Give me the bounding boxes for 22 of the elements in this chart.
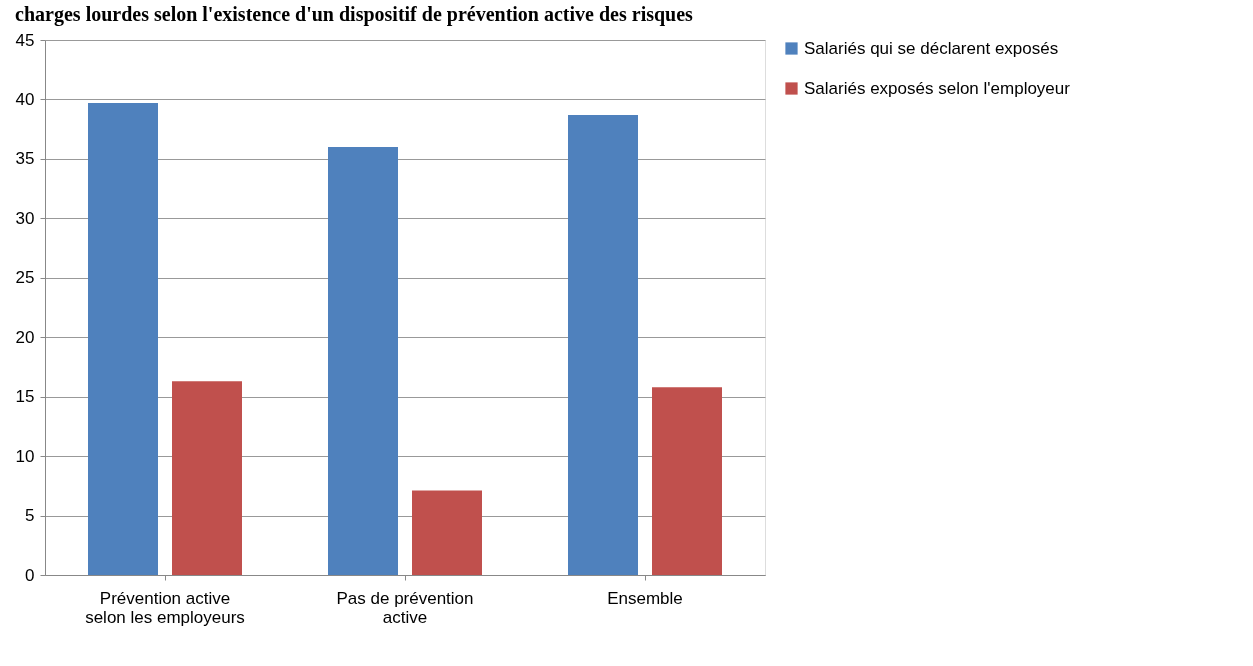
bar [172, 381, 242, 575]
legend-label: Salariés exposés selon l'employeur [804, 78, 1071, 98]
legend-label: Salariés qui se déclarent exposés [804, 38, 1059, 58]
bar [88, 103, 158, 575]
bar [412, 490, 482, 575]
bar [652, 387, 722, 575]
y-tick-label: 0 [25, 565, 35, 585]
chart-title: charges lourdes selon l'existence d'un dispositif de prévention active des risques [15, 3, 694, 26]
y-tick-label: 40 [15, 89, 35, 109]
y-tick-label: 25 [15, 268, 35, 288]
y-tick-label: 20 [15, 327, 35, 347]
y-tick-label: 35 [15, 149, 35, 169]
x-tick-label: Pas de prévention active [336, 588, 474, 627]
x-tick-label: Ensemble [607, 588, 683, 608]
bar [568, 114, 638, 575]
y-tick-label: 30 [15, 208, 35, 228]
y-tick-label: 10 [15, 446, 35, 466]
x-tick-label: Prévention active selon les employeurs [85, 588, 245, 627]
y-tick-label: 15 [15, 387, 35, 407]
y-tick-label: 5 [25, 506, 35, 526]
y-tick-label: 45 [15, 30, 35, 50]
bar [328, 147, 398, 575]
